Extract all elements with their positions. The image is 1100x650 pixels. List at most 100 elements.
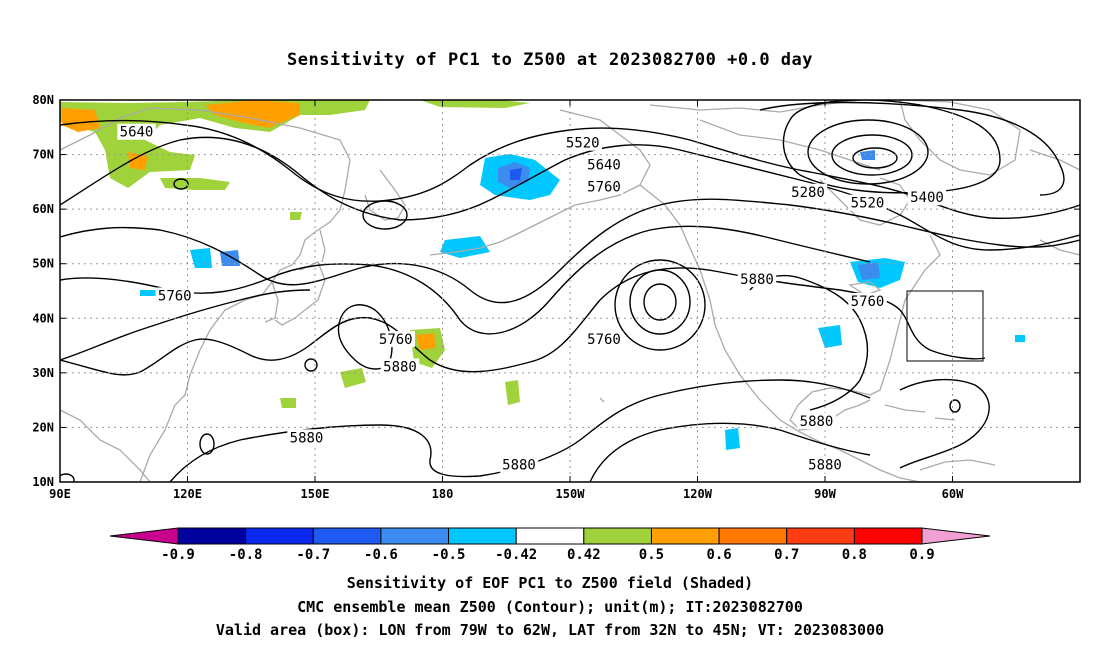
- colorbar-swatch: [380, 527, 450, 545]
- caption-line-2: CMC ensemble mean Z500 (Contour); unit(m…: [297, 598, 803, 616]
- coastline: [884, 404, 926, 413]
- contour-label: 5760: [587, 332, 621, 348]
- contour-line: [169, 379, 871, 482]
- contour-line: [199, 433, 215, 455]
- shade-patch: [725, 428, 740, 450]
- contour-line: [362, 200, 408, 230]
- colorbar-swatch: [853, 527, 923, 545]
- contour-line: [60, 473, 75, 482]
- shade-patch: [416, 333, 436, 350]
- latitude-label: 10N: [32, 475, 54, 489]
- contour-label-bg: [287, 429, 326, 446]
- contour-label-bg: [376, 331, 415, 348]
- colorbar-swatch: [177, 527, 247, 545]
- coastline: [264, 281, 279, 323]
- contour-label-bg: [737, 271, 777, 288]
- colorbar-label: 0.6: [706, 547, 731, 563]
- coastline: [848, 281, 882, 296]
- shade-patch: [62, 108, 100, 132]
- longitude-label: 180: [432, 487, 454, 501]
- shade-patch: [205, 100, 300, 128]
- colorbar-swatch: [650, 527, 720, 545]
- coastline: [319, 229, 326, 263]
- colorbar-label: -0.42: [495, 547, 537, 563]
- shade-patch: [280, 398, 296, 408]
- contour-label: 5760: [158, 288, 192, 304]
- contour-label: 5640: [587, 157, 621, 173]
- colorbar-swatch: [786, 527, 855, 545]
- latitude-label: 20N: [32, 420, 54, 434]
- coastline: [1039, 239, 1080, 256]
- contour-label: 5760: [851, 294, 885, 310]
- longitude-label: 150W: [556, 487, 586, 501]
- coastline: [839, 449, 921, 482]
- colorbar-swatch: [718, 527, 788, 545]
- longitude-label: 120E: [173, 487, 202, 501]
- coastline: [274, 261, 326, 326]
- contour-label: 5760: [379, 332, 413, 348]
- caption-line-1: Sensitivity of EOF PC1 to Z500 field (Sh…: [346, 574, 754, 592]
- contour-label-bg: [788, 183, 828, 200]
- colorbar-label: 0.42: [567, 547, 601, 563]
- contour-label-bg: [155, 287, 194, 304]
- colorbar-swatch: [312, 527, 382, 545]
- coastline: [1029, 149, 1080, 171]
- shade-patch: [860, 150, 875, 160]
- coastline: [934, 417, 956, 421]
- contour-label: 5760: [587, 179, 621, 195]
- contour-label-bg: [584, 331, 624, 348]
- contour-line: [589, 422, 871, 482]
- latitude-ticks: [60, 99, 1080, 483]
- colorbar-label: 0.9: [909, 547, 934, 563]
- colorbar-label: -0.7: [296, 547, 330, 563]
- contour-line: [643, 283, 677, 321]
- latitude-label: 30N: [32, 366, 54, 380]
- longitude-label: 60W: [942, 487, 964, 501]
- contour-label: 5880: [800, 414, 834, 430]
- shade-patch: [858, 262, 880, 280]
- shade-patch: [300, 100, 370, 115]
- coastline: [60, 107, 351, 482]
- colorbar-swatch: [515, 527, 585, 545]
- coastline: [60, 409, 151, 482]
- coastline: [699, 119, 881, 171]
- contour-label-bg: [848, 292, 887, 309]
- contour-line: [852, 147, 898, 169]
- longitude-label: 90W: [814, 487, 836, 501]
- shade-patch: [160, 178, 230, 190]
- contour-line: [782, 100, 1001, 194]
- shade-patch: [505, 380, 520, 405]
- colorbar-labels: -0.9 -0.8 -0.7 -0.6 -0.5 -0.42 0.42 0.5 0.6 0.7 0.…: [161, 547, 935, 563]
- contour-label-bg: [584, 178, 624, 195]
- contour-label-bg: [805, 456, 845, 473]
- coastline: [819, 177, 911, 226]
- valid-area-box: [906, 290, 984, 362]
- contour-label: 5880: [290, 430, 324, 446]
- contour-line: [60, 289, 311, 361]
- shade-patch: [420, 100, 530, 108]
- shade-patch: [510, 168, 522, 180]
- colorbar-label: 0.7: [774, 547, 799, 563]
- colorbar-swatch: [583, 527, 652, 545]
- latitude-label: 60N: [32, 202, 54, 216]
- contour-label: 5400: [910, 190, 944, 206]
- contour-label: 5880: [740, 272, 774, 288]
- contour-label-bg: [584, 156, 624, 173]
- chart-title: Sensitivity of PC1 to Z500 at 2023082700…: [286, 50, 813, 70]
- coastline: [429, 241, 501, 256]
- contour-line: [60, 267, 986, 376]
- shade-patch: [818, 325, 842, 348]
- contour-line: [759, 101, 1065, 196]
- contour-label-bg: [848, 194, 887, 211]
- contour-label-bg: [907, 189, 947, 206]
- contour-label-bg: [380, 358, 420, 375]
- colorbar-label: -0.8: [229, 547, 263, 563]
- z500-contours: [60, 100, 1080, 482]
- contour-line: [809, 319, 869, 411]
- colorbar-label: 0.8: [842, 547, 867, 563]
- caption-line-3: Valid area (box): LON from 79W to 62W, L…: [215, 621, 885, 639]
- contour-label: 5280: [791, 185, 825, 201]
- sensitivity-shading: [60, 100, 1025, 450]
- contour-label: 5880: [808, 458, 842, 474]
